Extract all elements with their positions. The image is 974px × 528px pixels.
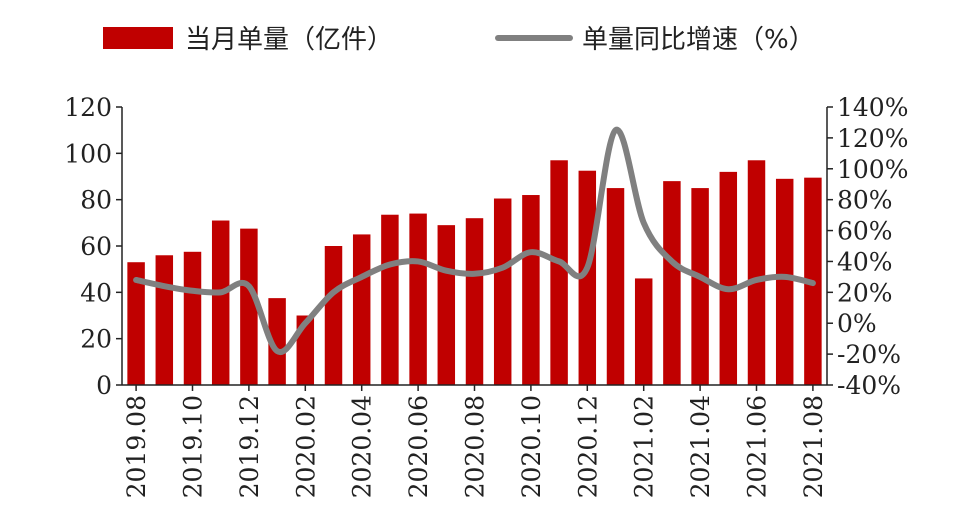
x-tick-label: 2020.10 <box>517 395 546 498</box>
legend-line-label: 单量同比增速（%） <box>582 25 815 55</box>
line-series <box>133 127 816 355</box>
bar-series <box>127 160 822 386</box>
right-tick-label: -40% <box>837 371 901 400</box>
legend-bar-label: 当月单量（亿件） <box>185 25 393 55</box>
bar <box>465 218 484 385</box>
bar <box>127 262 145 385</box>
right-y-ticks: -40%-20%0%20%40%60%80%100%120%140% <box>827 93 908 400</box>
bar <box>437 225 456 385</box>
bar <box>522 195 540 385</box>
x-tick-label: 2020.08 <box>461 395 490 498</box>
bar <box>493 198 512 385</box>
bar <box>409 213 427 385</box>
left-tick-label: 20 <box>80 325 112 354</box>
x-tick-label: 2021.08 <box>799 395 828 498</box>
left-tick-label: 120 <box>64 93 112 122</box>
x-tick-label: 2021.06 <box>743 395 772 498</box>
bar <box>719 171 738 385</box>
right-tick-label: 120% <box>837 124 908 153</box>
legend: 当月单量（亿件） 单量同比增速（%） <box>103 25 815 55</box>
x-tick-label: 2019.08 <box>122 395 151 498</box>
right-tick-label: -20% <box>837 340 901 369</box>
bar <box>268 298 286 386</box>
x-tick-label: 2020.12 <box>573 395 602 498</box>
bar <box>747 160 766 385</box>
bar <box>352 234 371 385</box>
x-ticks: 2019.08 2019.10 2019.12 2020.02 2020.04 2020.… <box>122 385 828 498</box>
bar <box>381 214 399 385</box>
right-tick-label: 140% <box>837 93 908 122</box>
right-tick-label: 20% <box>837 278 893 307</box>
x-tick-label: 2020.02 <box>291 395 320 498</box>
right-tick-label: 80% <box>837 186 893 215</box>
right-tick-label: 100% <box>837 155 908 184</box>
x-tick-label: 2021.04 <box>686 395 715 498</box>
left-y-ticks: 0 20 40 60 80 100 120 <box>64 93 122 400</box>
bar <box>211 220 230 385</box>
left-tick-label: 60 <box>80 232 112 261</box>
right-tick-label: 40% <box>837 247 893 276</box>
legend-bar-swatch <box>103 27 173 49</box>
bar <box>663 181 681 385</box>
left-tick-label: 40 <box>80 278 112 307</box>
bar <box>578 170 597 385</box>
bar <box>324 246 343 385</box>
x-tick-label: 2020.06 <box>404 395 433 498</box>
right-tick-label: 60% <box>837 217 893 246</box>
bar <box>691 188 709 385</box>
bar <box>550 160 568 385</box>
bar <box>775 178 794 385</box>
growth-line <box>133 127 816 355</box>
x-tick-label: 2019.10 <box>179 395 208 498</box>
right-tick-label: 0% <box>837 309 877 338</box>
left-tick-label: 0 <box>96 371 112 400</box>
bar <box>183 251 202 385</box>
bar <box>240 228 258 386</box>
left-tick-label: 80 <box>80 186 112 215</box>
bar <box>634 278 653 385</box>
left-tick-label: 100 <box>64 139 112 168</box>
bar <box>606 188 625 385</box>
x-tick-label: 2020.04 <box>348 395 377 498</box>
bar <box>155 255 174 385</box>
x-tick-label: 2021.02 <box>630 395 659 498</box>
x-tick-label: 2019.12 <box>235 395 264 498</box>
